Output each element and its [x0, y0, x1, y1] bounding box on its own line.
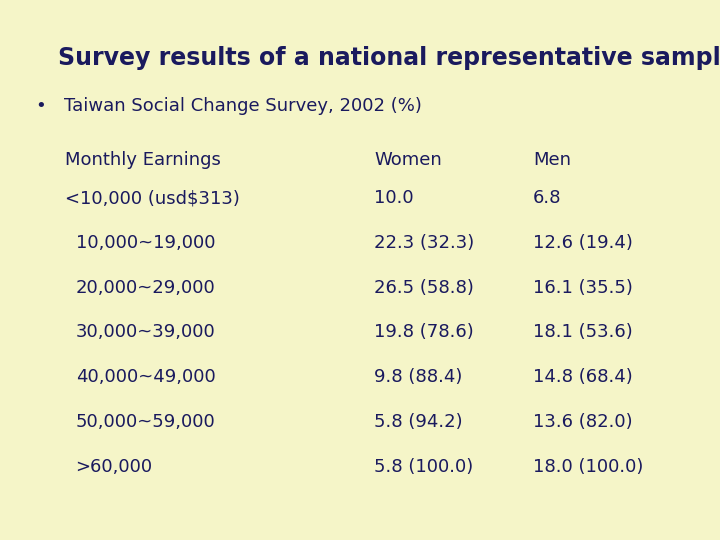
Text: 10,000~19,000: 10,000~19,000	[76, 234, 215, 252]
Text: Men: Men	[533, 151, 571, 169]
Text: 22.3 (32.3): 22.3 (32.3)	[374, 234, 474, 252]
Text: •   Taiwan Social Change Survey, 2002 (%): • Taiwan Social Change Survey, 2002 (%)	[36, 97, 422, 115]
Text: 26.5 (58.8): 26.5 (58.8)	[374, 279, 474, 296]
Text: 40,000~49,000: 40,000~49,000	[76, 368, 215, 386]
Text: 19.8 (78.6): 19.8 (78.6)	[374, 323, 474, 341]
Text: 10.0: 10.0	[374, 189, 414, 207]
Text: 18.1 (53.6): 18.1 (53.6)	[533, 323, 633, 341]
Text: Women: Women	[374, 151, 442, 169]
Text: 9.8 (88.4): 9.8 (88.4)	[374, 368, 463, 386]
Text: 50,000~59,000: 50,000~59,000	[76, 413, 215, 431]
Text: 13.6 (82.0): 13.6 (82.0)	[533, 413, 632, 431]
Text: 5.8 (100.0): 5.8 (100.0)	[374, 458, 474, 476]
Text: 16.1 (35.5): 16.1 (35.5)	[533, 279, 633, 296]
Text: 5.8 (94.2): 5.8 (94.2)	[374, 413, 463, 431]
Text: 20,000~29,000: 20,000~29,000	[76, 279, 215, 296]
Text: 12.6 (19.4): 12.6 (19.4)	[533, 234, 633, 252]
Text: 14.8 (68.4): 14.8 (68.4)	[533, 368, 633, 386]
Text: <10,000 (usd$313): <10,000 (usd$313)	[65, 189, 240, 207]
Text: Monthly Earnings: Monthly Earnings	[65, 151, 220, 169]
Text: 6.8: 6.8	[533, 189, 562, 207]
Text: 18.0 (100.0): 18.0 (100.0)	[533, 458, 643, 476]
Text: >60,000: >60,000	[76, 458, 153, 476]
Text: 30,000~39,000: 30,000~39,000	[76, 323, 215, 341]
Text: Survey results of a national representative sample: Survey results of a national representat…	[58, 46, 720, 70]
